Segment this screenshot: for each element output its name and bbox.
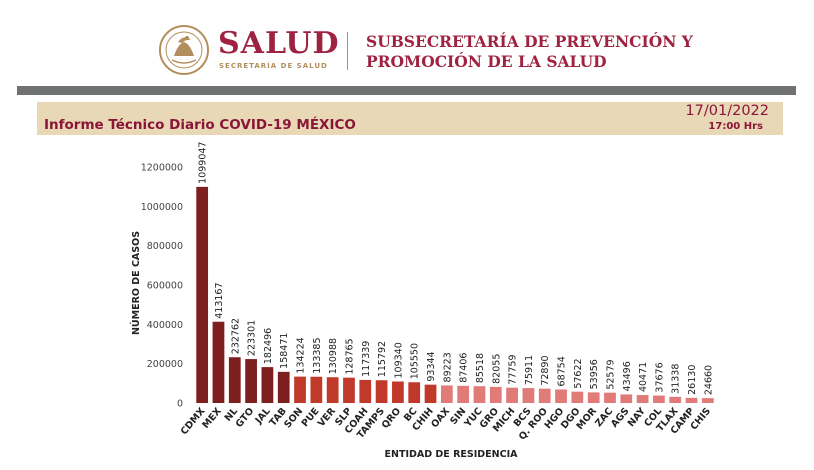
bar	[506, 387, 518, 403]
bar	[440, 385, 453, 403]
org-subtitle: SECRETARÍA DE SALUD	[219, 62, 328, 70]
x-tick-label: QRO	[380, 406, 404, 431]
bar	[408, 382, 421, 403]
bar	[424, 384, 437, 403]
bar-value-label: 72890	[540, 355, 551, 385]
bar-value-label: 158471	[279, 333, 290, 369]
bar-value-label: 115792	[377, 341, 388, 377]
bar	[261, 367, 274, 403]
bars-group	[196, 186, 714, 403]
bar-value-label: 40471	[638, 362, 649, 392]
bar-value-label: 133385	[312, 338, 323, 374]
report-date: 17/01/2022	[685, 103, 769, 119]
bar-value-label: 57622	[573, 358, 584, 388]
bar	[587, 392, 600, 403]
mexican-national-seal-icon	[159, 25, 209, 75]
bar	[669, 396, 682, 403]
bar	[685, 397, 698, 403]
bar-value-label: 134224	[296, 337, 307, 373]
bar	[326, 377, 339, 403]
header-divider	[347, 32, 348, 70]
bar	[392, 381, 404, 403]
report-title: Informe Técnico Diario COVID-19 MÉXICO	[44, 117, 356, 133]
bar-value-label: 413167	[214, 282, 225, 318]
bar	[375, 380, 388, 403]
y-axis-title: NÚMERO DE CASOS	[130, 231, 142, 335]
bar	[343, 377, 355, 403]
bar	[555, 389, 567, 403]
bar-value-label: 223301	[247, 320, 258, 356]
bar-value-label: 128765	[344, 338, 355, 374]
bar	[522, 388, 535, 403]
bar-value-label: 130988	[328, 338, 339, 374]
bar	[653, 395, 665, 403]
org-name: SALUD	[218, 26, 340, 61]
bar	[571, 391, 584, 403]
y-tick-label: 1200000	[141, 163, 183, 174]
bar-value-label: 105550	[410, 343, 421, 379]
bar-value-label: 31338	[671, 364, 682, 394]
bar-value-label: 182496	[263, 328, 274, 364]
bar-value-label: 232762	[230, 318, 241, 354]
bar	[457, 385, 470, 403]
x-axis-title: ENTIDAD DE RESIDENCIA	[385, 449, 519, 460]
bar	[538, 388, 551, 403]
y-tick-label: 200000	[147, 359, 183, 370]
category-labels-group: CDMXMEXNLGTOJALTABSONPUEVERSLPCOAHTAMPSQ…	[179, 405, 714, 442]
page-header: SALUD SECRETARÍA DE SALUD SUBSECRETARÍA …	[0, 0, 814, 86]
bar	[245, 359, 257, 403]
x-tick-label: PUE	[300, 406, 322, 429]
x-tick-label: MEX	[200, 405, 224, 430]
header-separator-bar	[17, 86, 796, 95]
y-tick-label: 0	[177, 399, 183, 410]
bar-value-label: 75911	[524, 355, 535, 385]
bar	[277, 371, 290, 403]
bar	[294, 376, 306, 403]
value-labels-group: 1099047 413167 232762 223301 182496 158471 134…	[198, 142, 715, 396]
bar-value-label: 82055	[491, 354, 502, 384]
bar-value-label: 109340	[393, 342, 404, 378]
bar-value-label: 53956	[589, 359, 600, 389]
bar-value-label: 52579	[605, 359, 616, 389]
bar-value-label: 87406	[459, 353, 470, 383]
bar-value-label: 43496	[622, 361, 633, 391]
bar	[212, 321, 225, 403]
bar	[604, 392, 616, 403]
bar	[310, 376, 323, 403]
report-time: 17:00 Hrs	[708, 121, 763, 132]
bar-value-label: 68754	[557, 356, 568, 386]
bar	[701, 398, 714, 403]
bar-value-label: 89223	[442, 352, 453, 382]
subsecretaria-title: SUBSECRETARÍA DE PREVENCIÓN Y PROMOCIÓN …	[366, 32, 786, 72]
bar	[473, 386, 486, 403]
bar-value-label: 24660	[703, 365, 714, 395]
bar	[620, 394, 633, 403]
subsecretaria-line-2: PROMOCIÓN DE LA SALUD	[366, 52, 607, 71]
bar	[228, 357, 241, 403]
bar-value-label: 37676	[654, 362, 665, 392]
subsecretaria-line-1: SUBSECRETARÍA DE PREVENCIÓN Y	[366, 32, 693, 51]
bar-value-label: 85518	[475, 353, 486, 383]
bar-value-label: 26130	[687, 365, 698, 395]
report-banner: Informe Técnico Diario COVID-19 MÉXICO 1…	[37, 102, 783, 135]
y-axis: 0 200000 400000 600000 800000 1000000 1200000	[141, 163, 183, 410]
y-tick-label: 800000	[147, 241, 183, 252]
y-tick-label: 600000	[147, 281, 183, 292]
bar-value-label: 93344	[426, 351, 437, 381]
bar	[489, 386, 502, 403]
bar-value-label: 117339	[361, 341, 372, 377]
bar	[196, 186, 209, 403]
bar	[359, 379, 372, 403]
y-tick-label: 400000	[147, 320, 183, 331]
bar	[636, 395, 649, 403]
x-tick-label: NAY	[626, 406, 648, 429]
bar-value-label: 77759	[508, 354, 519, 384]
bar-value-label: 1099047	[198, 142, 209, 184]
y-tick-label: 1000000	[141, 202, 183, 213]
